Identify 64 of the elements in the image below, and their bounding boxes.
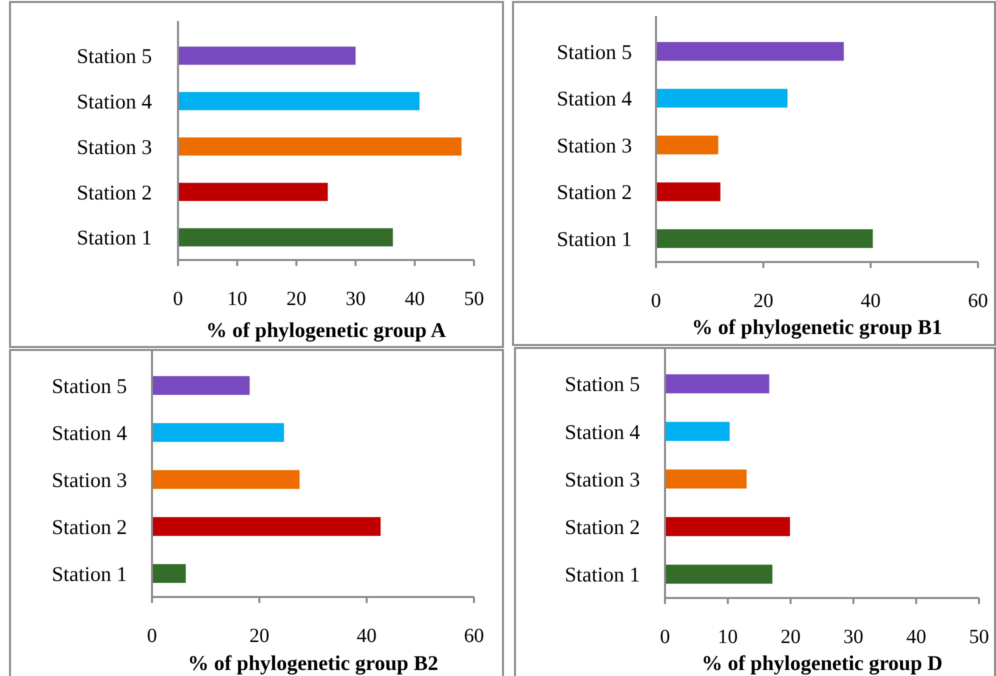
bar	[665, 564, 772, 584]
bar	[656, 42, 844, 61]
y-tick-label: Station 1	[52, 562, 127, 586]
y-tick-label: Station 5	[76, 44, 152, 68]
x-axis-title: % of phylogenetic group D	[701, 651, 943, 675]
x-axis-title: % of phylogenetic group B2	[188, 651, 438, 675]
x-tick-label: 0	[651, 290, 661, 312]
y-tick-label: Station 1	[564, 562, 640, 587]
bar	[152, 423, 284, 442]
x-tick-label: 40	[906, 626, 926, 648]
y-tick-label: Station 4	[76, 89, 152, 114]
bar	[665, 469, 747, 489]
bar	[152, 564, 186, 583]
y-tick-label: Station 2	[76, 180, 152, 204]
y-tick-label: Station 2	[556, 180, 632, 204]
y-tick-label: Station 3	[52, 468, 127, 492]
y-tick-label: Station 1	[76, 226, 152, 250]
bar	[665, 517, 790, 536]
x-tick-label: 20	[286, 288, 306, 310]
bar	[178, 92, 420, 110]
x-tick-label: 60	[464, 625, 484, 647]
bar	[665, 374, 770, 394]
bar	[656, 88, 788, 108]
y-tick-label: Station 2	[52, 514, 127, 539]
bar	[656, 136, 718, 154]
x-tick-label: 0	[660, 626, 670, 648]
x-tick-label: 10	[718, 626, 738, 648]
x-tick-label: 50	[969, 626, 989, 648]
y-tick-label: Station 4	[564, 420, 640, 444]
bar	[178, 46, 356, 65]
x-tick-label: 30	[346, 288, 366, 310]
x-tick-label: 40	[860, 290, 881, 312]
x-tick-label: 0	[173, 288, 183, 310]
bar	[178, 182, 328, 201]
x-tick-label: 40	[404, 288, 425, 310]
y-tick-label: Station 5	[556, 40, 632, 64]
bar	[152, 470, 300, 489]
y-tick-label: Station 2	[564, 514, 640, 539]
x-tick-label: 0	[147, 625, 157, 647]
y-tick-label: Station 4	[52, 420, 128, 445]
x-tick-label: 20	[249, 625, 270, 647]
x-tick-label: 10	[227, 288, 248, 310]
bar	[178, 228, 393, 246]
x-tick-label: 40	[356, 625, 377, 647]
x-tick-label: 60	[968, 290, 988, 312]
bar	[665, 422, 730, 441]
bar	[656, 229, 873, 248]
x-tick-label: 50	[464, 288, 484, 310]
bar	[178, 137, 462, 156]
bar	[152, 517, 381, 536]
y-tick-label: Station 3	[564, 467, 640, 492]
bar	[656, 182, 720, 202]
y-tick-label: Station 5	[564, 372, 640, 396]
x-axis-title: % of phylogenetic group A	[206, 318, 447, 342]
y-tick-label: Station 5	[52, 374, 127, 398]
x-axis-title: % of phylogenetic group B1	[692, 315, 942, 339]
x-tick-label: 20	[753, 290, 774, 312]
y-tick-label: Station 4	[556, 86, 632, 111]
y-tick-label: Station 3	[556, 133, 632, 158]
x-tick-label: 20	[780, 626, 801, 648]
y-tick-label: Station 3	[76, 134, 152, 159]
x-tick-label: 30	[843, 626, 864, 648]
bar	[152, 376, 250, 395]
y-tick-label: Station 1	[556, 226, 632, 251]
